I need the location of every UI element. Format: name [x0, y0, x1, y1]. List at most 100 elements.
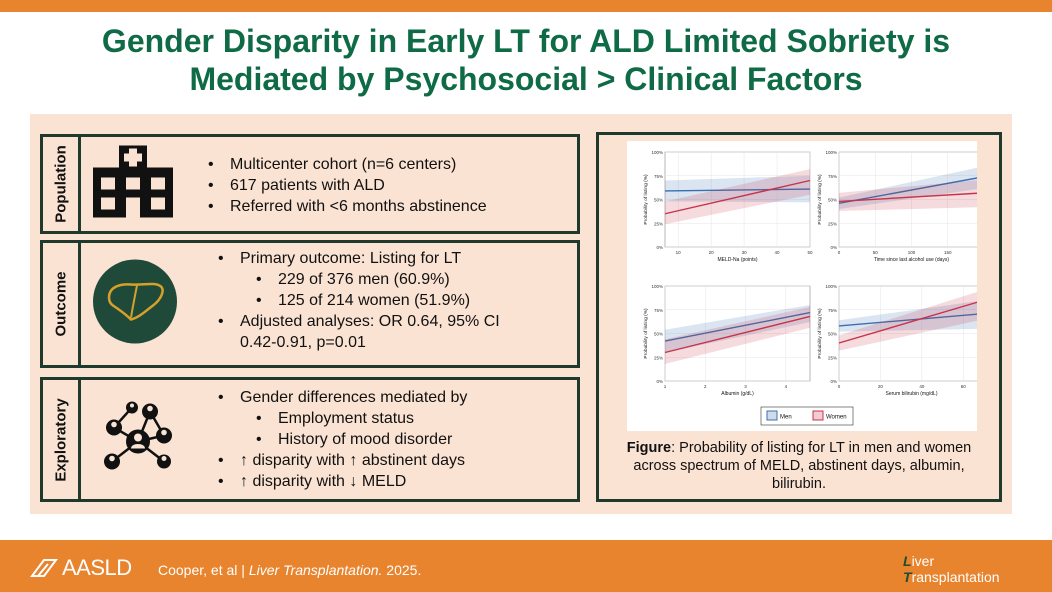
series-line-women: [838, 192, 985, 203]
x-tick-label: 100: [908, 250, 916, 255]
y-tick-label: 50%: [828, 332, 837, 337]
journal-logo: Liver Transplantation: [903, 553, 1000, 585]
x-tick-label: 60: [961, 384, 967, 389]
citation-authors: Cooper, et al: [158, 562, 238, 578]
citation: Cooper, et al | Liver Transplantation. 2…: [158, 562, 421, 578]
y-tick-label: 50%: [828, 198, 837, 203]
y-tick-label: 75%: [654, 174, 663, 179]
outcome-sub-bullet-2: 125 of 214 women (51.9%): [218, 290, 500, 311]
y-tick-label: 75%: [828, 174, 837, 179]
y-tick-label: 100%: [651, 150, 663, 155]
title-line-2: Mediated by Psychosocial > Clinical Fact…: [189, 61, 863, 97]
footer-bar: [0, 540, 1052, 592]
x-tick-label: 50: [873, 250, 879, 255]
outcome-bullet-2: Adjusted analyses: OR 0.64, 95% CI: [218, 311, 500, 332]
aasld-mark-icon: [30, 559, 58, 577]
y-tick-label: 25%: [828, 355, 837, 360]
x-tick-label: 20: [709, 250, 715, 255]
x-tick-label: 0: [838, 250, 841, 255]
series-line-men: [838, 176, 985, 204]
outcome-sub-bullet-1: 229 of 376 men (60.9%): [218, 269, 500, 290]
exploratory-sub-bullet-2: History of mood disorder: [218, 429, 467, 450]
outcome-bullet-1: Primary outcome: Listing for LT: [218, 248, 500, 269]
series-line-men: [838, 312, 985, 327]
x-tick-label: 40: [919, 384, 925, 389]
title-line-1: Gender Disparity in Early LT for ALD Lim…: [101, 23, 951, 59]
network-people-icon: [98, 399, 178, 480]
x-tick-label: 150: [944, 250, 952, 255]
y-tick-label: 50%: [654, 198, 663, 203]
x-axis-label: MELD-Na (points): [717, 257, 757, 263]
y-tick-label: 100%: [825, 284, 837, 289]
y-tick-label: 75%: [654, 308, 663, 313]
legend-box: [760, 406, 854, 426]
citation-separator: |: [237, 562, 249, 578]
hospital-icon: [93, 145, 173, 223]
population-label: Population: [43, 137, 81, 231]
legend-swatch-men: [766, 410, 778, 421]
confidence-band-men: [839, 166, 984, 209]
population-bullet-1: Multicenter cohort (n=6 centers): [208, 154, 487, 175]
series-line-men: [664, 311, 811, 342]
x-tick-label: 3: [744, 384, 747, 389]
population-bullet-2: 617 patients with ALD: [208, 175, 487, 196]
exploratory-bullet-3: ↑ disparity with ↓ MELD: [218, 471, 467, 492]
y-tick-label: 100%: [651, 284, 663, 289]
x-axis-label: Serum bilirubin (mg/dL): [886, 391, 938, 397]
series-line-women: [838, 299, 985, 344]
x-tick-label: 30: [742, 250, 748, 255]
confidence-band-women: [839, 179, 984, 211]
liver-icon: [93, 259, 177, 349]
exploratory-box: Exploratory Gender differen: [40, 377, 580, 502]
exploratory-sub-bullet-1: Employment status: [218, 408, 467, 429]
y-tick-label: 25%: [654, 355, 663, 360]
caption-bold: Figure: [626, 440, 672, 456]
exploratory-bullet-1: Gender differences mediated by: [218, 387, 467, 408]
aasld-logo: AASLD: [30, 555, 132, 581]
y-tick-label: 0%: [830, 379, 837, 384]
legend-label-men: Men: [780, 415, 792, 421]
outcome-box: Outcome Primary outcome: Listing for LT …: [40, 240, 580, 368]
outcome-label: Outcome: [43, 243, 81, 365]
confidence-band-women: [839, 289, 984, 351]
page-title: Gender Disparity in Early LT for ALD Lim…: [0, 22, 1052, 98]
y-tick-label: 0%: [830, 245, 837, 250]
x-tick-label: 50: [807, 250, 813, 255]
x-tick-label: 0: [838, 384, 841, 389]
y-tick-label: 25%: [828, 221, 837, 226]
y-axis-label: Probability of listing (%): [643, 174, 649, 225]
y-tick-label: 25%: [654, 221, 663, 226]
y-tick-label: 0%: [656, 379, 663, 384]
y-tick-label: 75%: [828, 308, 837, 313]
confidence-band-women: [665, 306, 810, 364]
top-accent-bar: [0, 0, 1052, 12]
y-tick-label: 100%: [825, 150, 837, 155]
figure-panel: 0% 25% 50% 75% 100% 10 20 30 40 50 MELD-Na (points…: [627, 141, 988, 431]
figure-caption: Figure: Probability of listing for LT in…: [612, 439, 986, 493]
x-tick-label: 2: [704, 384, 707, 389]
legend-swatch-women: [812, 410, 824, 421]
x-tick-label: 20: [878, 384, 884, 389]
aasld-text: AASLD: [62, 555, 132, 580]
legend-label-women: Women: [826, 415, 847, 421]
citation-year: 2025.: [382, 562, 422, 578]
series-line-men: [664, 188, 811, 192]
exploratory-bullet-2: ↑ disparity with ↑ abstinent days: [218, 450, 467, 471]
citation-journal: Liver Transplantation.: [248, 562, 383, 578]
population-box: Population Multicenter cohort (n=6 cente…: [40, 134, 580, 234]
y-axis-label: Probability of listing (%): [817, 174, 823, 225]
x-axis-label: Time since last alcohol use (days): [874, 257, 949, 263]
series-line-women: [664, 179, 811, 215]
confidence-band-men: [665, 175, 810, 203]
x-tick-label: 40: [775, 250, 781, 255]
y-tick-label: 50%: [654, 332, 663, 337]
x-tick-label: 10: [676, 250, 682, 255]
population-bullet-3: Referred with <6 months abstinence: [208, 196, 487, 217]
caption-text: : Probability of listing for LT in men a…: [633, 440, 972, 492]
confidence-band-men: [839, 300, 984, 332]
y-axis-label: Probability of listing (%): [817, 308, 823, 359]
x-tick-label: 4: [785, 384, 788, 389]
x-tick-label: 1: [664, 384, 667, 389]
y-tick-label: 0%: [656, 245, 663, 250]
